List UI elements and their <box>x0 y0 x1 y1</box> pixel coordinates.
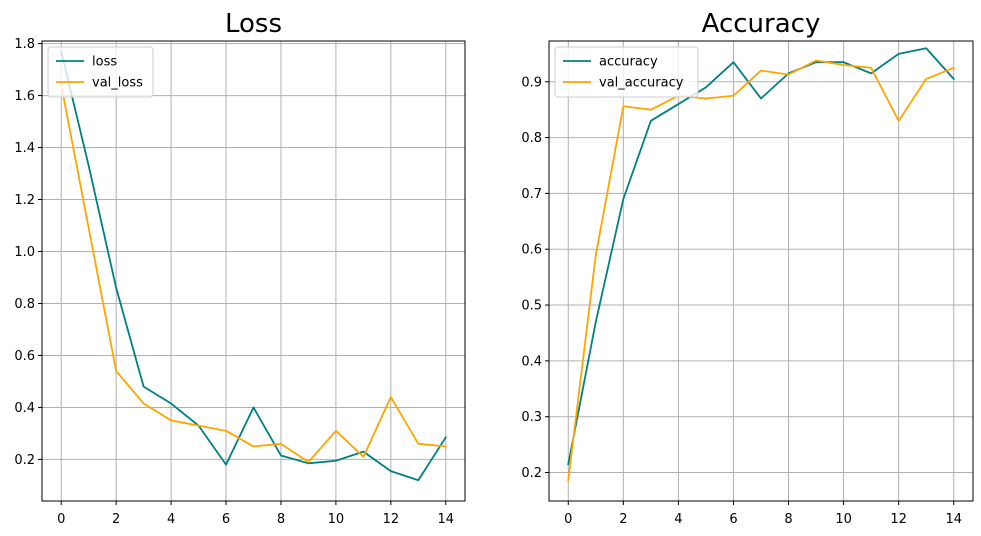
chart-0-xtick-label: 14 <box>437 512 454 527</box>
chart-1-xtick-label: 10 <box>835 512 852 527</box>
chart-1-xtick-label: 8 <box>784 512 792 527</box>
chart-1-xtick-label: 4 <box>674 512 682 527</box>
chart-1-ytick-label: 0.3 <box>521 410 542 425</box>
chart-1-xtick-label: 12 <box>890 512 907 527</box>
chart-0-xtick-label: 6 <box>222 512 230 527</box>
chart-1-ytick-label: 0.8 <box>521 131 542 146</box>
chart-0-ytick-label: 0.8 <box>14 297 35 312</box>
chart-1-axes-frame <box>548 40 974 502</box>
chart-0-legend-label-val_loss: val_loss <box>92 76 143 91</box>
chart-0-xtick-label: 8 <box>277 512 285 527</box>
chart-1-xtick-label: 2 <box>619 512 627 527</box>
chart-1-legend-label-accuracy: accuracy <box>599 55 658 70</box>
chart-1-xtick-label: 14 <box>945 512 962 527</box>
chart-0-series-loss <box>60 50 448 482</box>
chart-0-xtick-label: 2 <box>112 512 120 527</box>
chart-1-ytick-label: 0.2 <box>521 466 542 481</box>
chart-1-xtick-label: 6 <box>729 512 737 527</box>
chart-0-legend: loss val_loss <box>47 46 154 98</box>
chart-0-xtick-label: 12 <box>383 512 400 527</box>
chart-1-ytick-label: 0.9 <box>521 75 542 90</box>
chart-0-ytick-label: 1.2 <box>14 193 35 208</box>
chart-0-axes-frame <box>41 40 466 502</box>
chart-1-legend: accuracy val_accuracy <box>554 46 699 98</box>
loss-chart: Loss 0 2 4 6 8 10 12 14 0.2 0.4 0.6 0.8 1.0 1.2 1.4 1.6 1… <box>14 9 466 527</box>
chart-0-ytick-label: 1.4 <box>14 141 35 156</box>
chart-0-ytick-label: 0.2 <box>14 453 35 468</box>
chart-1-series-accuracy <box>567 47 956 466</box>
chart-0-xtick-label: 0 <box>57 512 65 527</box>
chart-0-ytick-label: 0.4 <box>14 401 35 416</box>
chart-0-legend-box <box>47 46 154 98</box>
chart-0-xtick-label: 4 <box>167 512 175 527</box>
chart-1-ytick-label: 0.6 <box>521 243 542 258</box>
chart-1-series-val_accuracy <box>567 59 955 482</box>
chart-0-ytick-label: 0.6 <box>14 349 35 364</box>
chart-0-xtick-label: 10 <box>328 512 345 527</box>
chart-0-legend-label-loss: loss <box>92 55 117 70</box>
chart-0-ytick-label: 1.8 <box>14 37 35 52</box>
chart-1-grid <box>549 41 973 501</box>
chart-0-title: Loss <box>225 9 282 39</box>
chart-1-legend-box <box>554 46 699 98</box>
chart-1-ytick-label: 0.7 <box>521 187 542 202</box>
chart-0-ytick-label: 1.6 <box>14 89 35 104</box>
chart-0-ytick-label: 1.0 <box>14 245 35 260</box>
chart-1-title: Accuracy <box>702 9 821 39</box>
chart-1-ytick-label: 0.4 <box>521 354 542 369</box>
chart-0-grid <box>42 41 465 501</box>
accuracy-chart: Accuracy 0 2 4 6 8 10 12 14 0.2 0.3 0.4 0.5 0.6 0.7 0.8… <box>521 9 974 527</box>
chart-0-series-val_loss <box>60 84 447 463</box>
chart-1-xtick-label: 0 <box>564 512 572 527</box>
chart-1-ytick-label: 0.5 <box>521 299 542 314</box>
chart-1-legend-label-val_accuracy: val_accuracy <box>599 76 684 91</box>
